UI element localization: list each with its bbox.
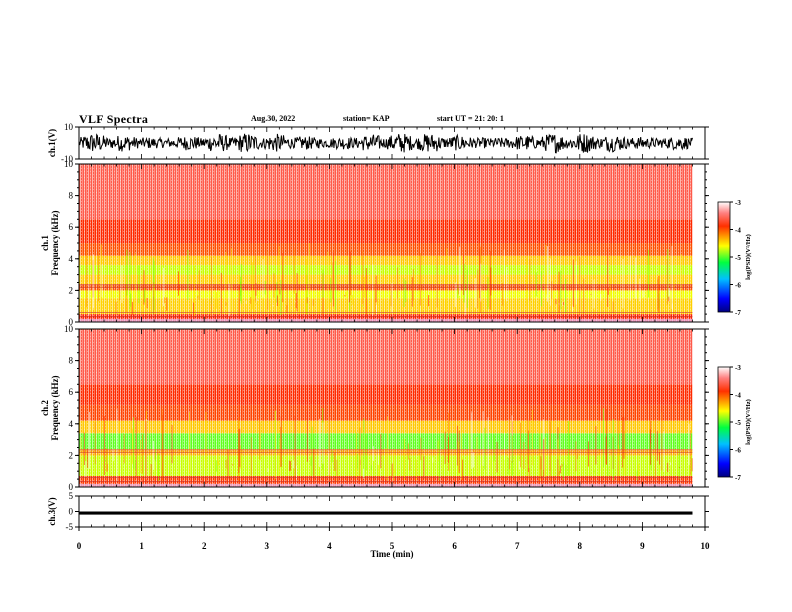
start-time-label: start UT = 21: 20: 1 [437,114,504,123]
x-tick-label: 5 [390,541,395,551]
ch2-spectrogram-yaxis: 0 2 4 6 8 10 [64,324,709,492]
x-tick-label: 7 [515,541,520,551]
ch3-waveform [79,511,693,515]
colorbar-tick-label: -4 [735,392,741,400]
y-tick-label: -5 [66,522,74,532]
x-tick-label: 2 [202,541,207,551]
y-tick-label: 2 [69,285,74,295]
x-tick-label: 0 [77,541,82,551]
colorbar-label: log(PSD)(V²/Hz) [745,234,752,280]
ch1-spectrogram [79,164,693,322]
colorbar-2: -3 -4 -5 -6 -7 log(PSD)(V²/Hz) [717,364,752,482]
colorbar-tick-label: -5 [735,419,741,427]
date-label: Aug.30, 2022 [251,114,296,123]
ch1-spectrogram-xticks [78,164,706,322]
colorbar-tick-label: -4 [735,227,741,235]
y-tick-label: 10 [64,324,74,334]
colorbar-1: -3 -4 -5 -6 -7 log(PSD)(V²/Hz) [717,199,752,317]
y-tick-label: 5 [69,491,74,501]
x-tick-label: 1 [139,541,144,551]
colorbar-tick-label: -3 [735,199,741,207]
ch3-waveform-ylabel: ch.3(V) [47,497,57,525]
ch1-waveform-ylabel: ch.1(V) [47,129,57,157]
y-tick-label: 8 [69,191,74,201]
ch1-spectrogram-ylabel: ch.1 Frequency (kHz) [40,210,60,275]
colorbar-title: log(PSD)(V²/Hz) [745,234,752,280]
y-tick-label: 10 [64,122,74,132]
ch2-spectrogram [79,329,693,487]
y-tick-label: 2 [69,450,74,460]
x-tick-label: 4 [327,541,332,551]
y-tick-label: 0 [69,507,74,517]
x-axis: 0 1 2 3 4 5 6 7 8 9 10 Time (min) [77,527,710,559]
y-axis-label: Frequency (kHz) [50,210,60,275]
spectral-noise [79,164,693,322]
spectral-baseline [79,483,693,487]
colorbar-title: log(PSD)(V²/Hz) [745,399,752,445]
colorbar-gradient [717,201,731,313]
colorbar-tick-label: -6 [735,447,741,455]
colorbar-tick-label: -6 [735,282,741,290]
ch1-waveform-yaxis: 10 -10 [61,122,709,164]
x-tick-label: 10 [701,541,711,551]
colorbar-tick-label: -7 [735,474,741,482]
waveform-trace [78,133,693,154]
y-axis-label: ch.1 [40,235,50,251]
y-tick-label: 4 [69,419,74,429]
y-tick-label: 0 [69,482,74,492]
colorbar-tick-label: -5 [735,254,741,262]
colorbar-gradient [717,366,731,478]
waveform-band [79,511,693,515]
colorbar-tick-label: -3 [735,364,741,372]
x-axis-title: Time (min) [370,549,413,559]
y-axis-label: ch.1(V) [47,129,57,157]
y-tick-label: 10 [64,159,74,169]
ch3-waveform-yaxis: 5 0 -5 [66,491,709,532]
y-axis-label: Frequency (kHz) [50,375,60,440]
ch2-spectrogram-xticks [78,329,706,487]
ch1-waveform [78,133,693,154]
ch1-spectrogram-yaxis: 0 2 4 6 8 10 [64,159,709,327]
x-tick-label: 6 [452,541,457,551]
ch2-spectrogram-ylabel: ch.2 Frequency (kHz) [40,375,60,440]
y-axis-label: ch.3(V) [47,497,57,525]
colorbar-label: log(PSD)(V²/Hz) [745,399,752,445]
y-tick-label: 8 [69,356,74,366]
colorbar-tick-label: -7 [735,309,741,317]
chart-title: VLF Spectra [79,112,149,126]
spectral-baseline [79,318,693,322]
y-tick-label: 4 [69,254,74,264]
x-tick-label: 8 [578,541,583,551]
ch3-waveform-xticks [78,496,706,527]
y-tick-label: -10 [61,154,73,164]
station-label: station= KAP [343,114,390,123]
x-tick-label: 3 [265,541,270,551]
y-tick-label: 6 [69,222,74,232]
ch1-waveform-xticks [78,127,706,159]
y-tick-label: 6 [69,387,74,397]
y-tick-label: 0 [69,317,74,327]
y-axis-label: ch.2 [40,400,50,416]
x-tick-label: 9 [640,541,645,551]
